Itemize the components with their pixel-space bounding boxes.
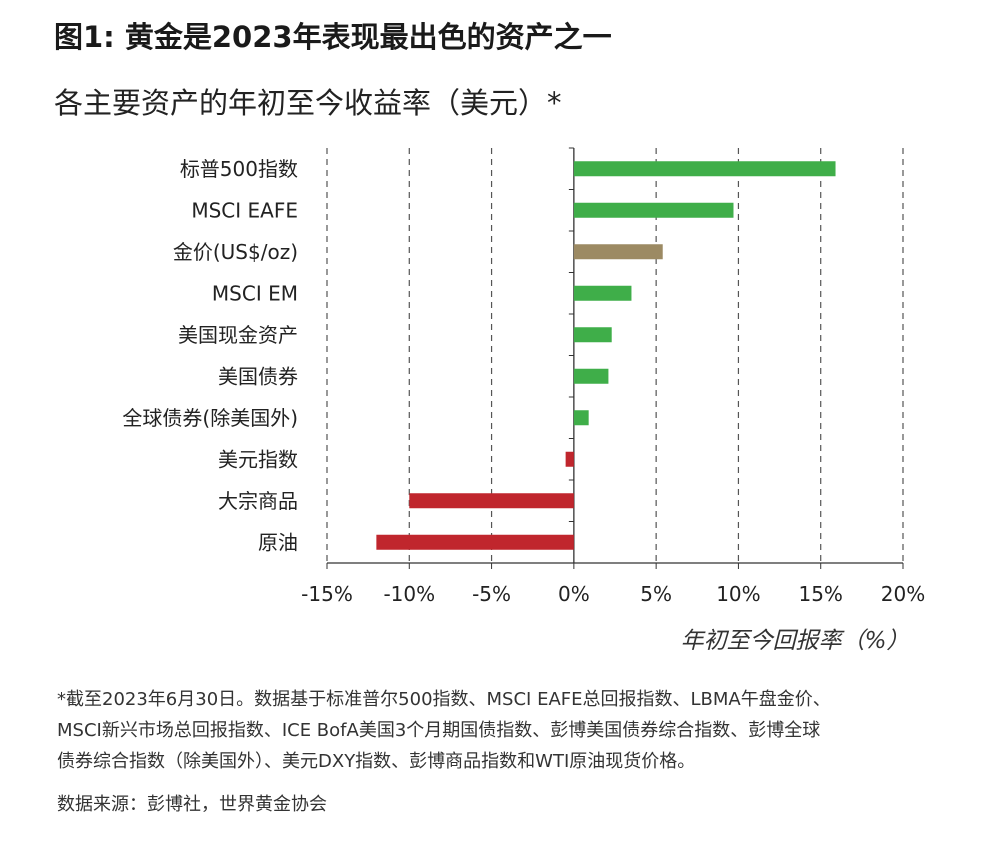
category-label: MSCI EAFE — [191, 198, 298, 222]
footnote-line: *截至2023年6月30日。数据基于标准普尔500指数、MSCI EAFE总回报… — [57, 689, 831, 710]
bar — [573, 161, 836, 177]
footnotes: *截至2023年6月30日。数据基于标准普尔500指数、MSCI EAFE总回报… — [57, 684, 831, 777]
x-tick-label: 0% — [558, 582, 590, 606]
x-tick-label: 10% — [716, 582, 760, 606]
category-label: MSCI EM — [212, 281, 298, 305]
bar-chart: -15% -10% -5% 0% 5% 10% 15% 20% 标普500指数 MSCI EAFE… — [122, 147, 925, 654]
chart-title: 图1: 黄金是2023年表现最出色的资产之一 — [54, 20, 612, 54]
footnote-line: 债券综合指数（除美国外）、美元DXY指数、彭博商品指数和WTI原油现货价格。 — [57, 751, 696, 772]
source-note: 数据来源：彭博社，世界黄金协会 — [57, 794, 327, 815]
category-label: 美国现金资产 — [178, 323, 298, 347]
bar — [565, 451, 574, 467]
x-axis-title: 年初至今回报率（%） — [681, 628, 910, 654]
x-tick-label: -15% — [301, 582, 353, 606]
category-label: 全球债券(除美国外) — [122, 406, 298, 430]
bar — [573, 327, 612, 343]
x-tick-label: -5% — [472, 582, 511, 606]
category-label: 标普500指数 — [180, 157, 298, 181]
category-label: 美元指数 — [218, 447, 298, 471]
footnote-line: MSCI新兴市场总回报指数、ICE BofA美国3个月期国债指数、彭博美国债券综… — [57, 720, 821, 741]
bar — [573, 368, 609, 384]
x-tick-label: 15% — [798, 582, 842, 606]
x-tick-label: 5% — [640, 582, 672, 606]
category-label: 原油 — [258, 530, 298, 554]
bar — [573, 202, 734, 218]
category-label: 大宗商品 — [218, 489, 298, 513]
category-label: 美国债券 — [218, 364, 298, 388]
bar — [573, 285, 632, 301]
category-label: 金价(US$/oz) — [173, 240, 298, 264]
chart-subtitle: 各主要资产的年初至今收益率（美元）* — [54, 86, 562, 120]
bar — [409, 493, 574, 509]
bar — [573, 410, 589, 426]
x-tick-label: 20% — [881, 582, 925, 606]
bar — [376, 534, 574, 550]
bar — [573, 244, 663, 260]
x-tick-label: -10% — [383, 582, 435, 606]
